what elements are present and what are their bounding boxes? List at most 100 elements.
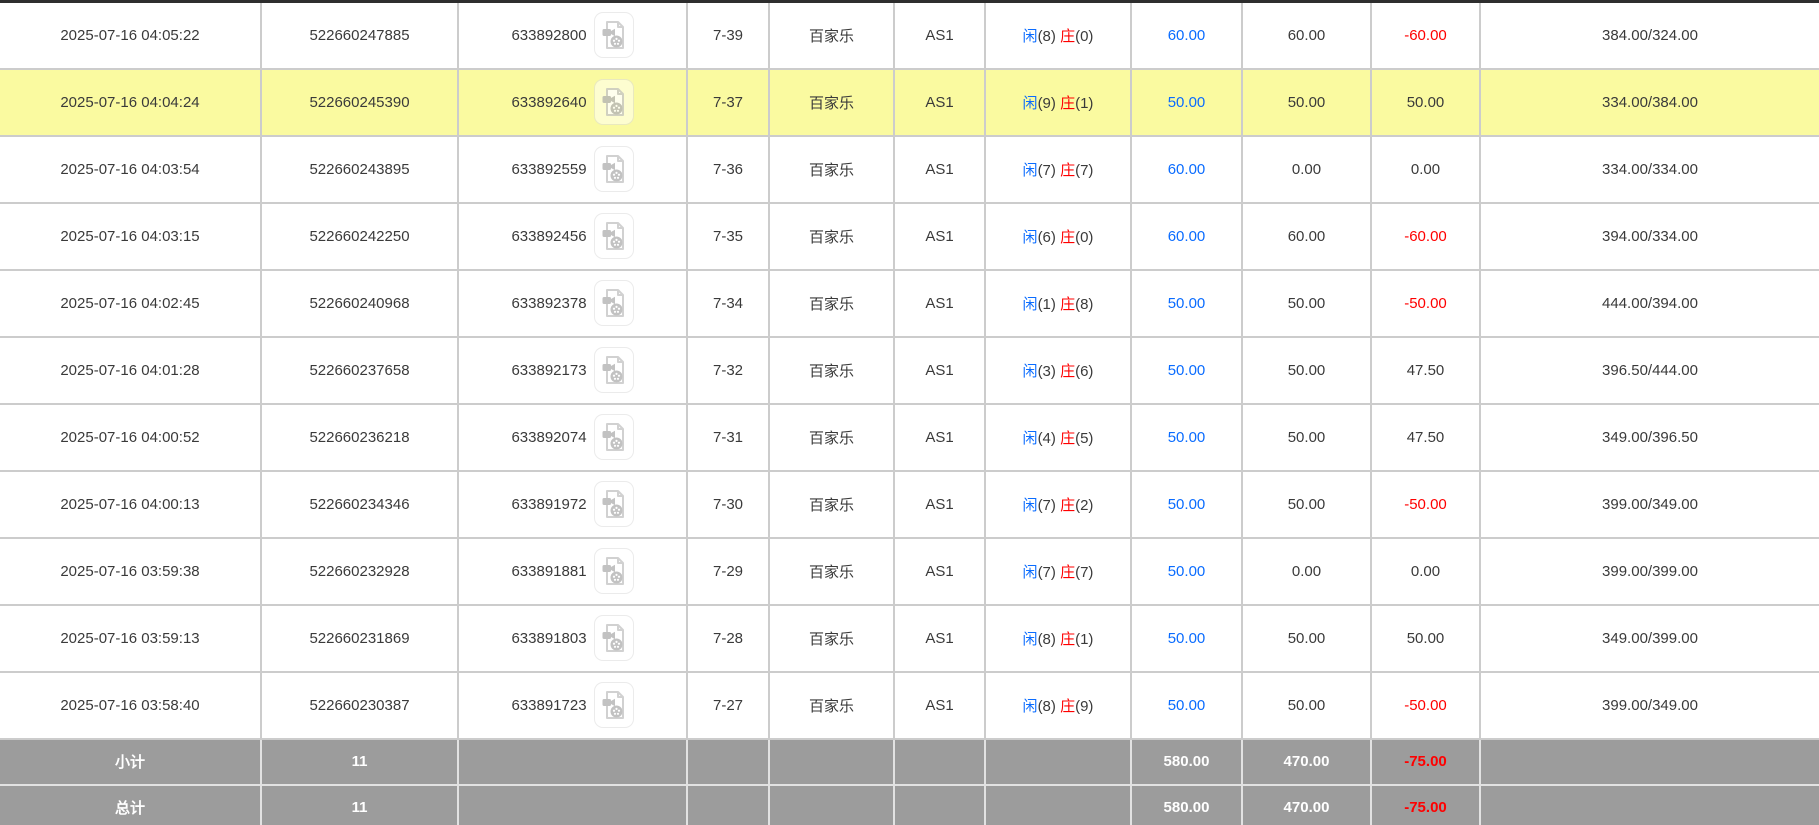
table-name: AS1 xyxy=(893,335,986,405)
valid-bet-amount: 0.00 xyxy=(1241,536,1372,606)
game-number: 633892456 xyxy=(511,227,587,245)
order-number: 522660242250 xyxy=(260,201,459,271)
player-result-label: 闲 xyxy=(1022,697,1038,715)
table-name: AS1 xyxy=(893,402,986,472)
banker-result-label: 庄 xyxy=(1060,697,1076,715)
bet-amount-link[interactable]: 60.00 xyxy=(1130,201,1243,271)
video-replay-button[interactable] xyxy=(593,682,634,728)
balance: 399.00/399.00 xyxy=(1479,536,1819,606)
game-type: 百家乐 xyxy=(768,603,895,673)
round-number: 7-39 xyxy=(686,0,770,70)
empty-cell xyxy=(984,783,1132,825)
bet-amount-link[interactable]: 50.00 xyxy=(1130,268,1243,338)
player-result-label: 闲 xyxy=(1022,630,1038,648)
order-number: 522660240968 xyxy=(260,268,459,338)
subtotal-bet: 580.00 xyxy=(1130,737,1243,786)
bet-amount-link[interactable]: 50.00 xyxy=(1130,402,1243,472)
order-number: 522660245390 xyxy=(260,67,459,137)
player-result-label: 闲 xyxy=(1022,496,1038,514)
game-type: 百家乐 xyxy=(768,0,895,70)
player-result-label: 闲 xyxy=(1022,161,1038,179)
valid-bet-amount: 50.00 xyxy=(1241,670,1372,740)
banker-result-points: (7) xyxy=(1075,563,1094,581)
bet-time: 2025-07-16 04:02:45 xyxy=(0,268,262,338)
player-result-points: (4) xyxy=(1037,429,1056,447)
bet-amount-link[interactable]: 50.00 xyxy=(1130,603,1243,673)
game-number: 633891881 xyxy=(511,562,587,580)
player-result-points: (8) xyxy=(1037,27,1056,45)
video-replay-button[interactable] xyxy=(593,213,634,259)
bet-time: 2025-07-16 04:01:28 xyxy=(0,335,262,405)
banker-result-points: (0) xyxy=(1075,27,1094,45)
player-result-label: 闲 xyxy=(1022,362,1038,380)
valid-bet-amount: 50.00 xyxy=(1241,402,1372,472)
balance: 394.00/334.00 xyxy=(1479,201,1819,271)
bet-amount-link[interactable]: 50.00 xyxy=(1130,536,1243,606)
game-number-cell: 633892378 xyxy=(457,268,688,338)
video-icon xyxy=(602,490,624,518)
player-result-label: 闲 xyxy=(1022,429,1038,447)
game-result: 闲(8) 庄(9) xyxy=(984,670,1132,740)
table-name: AS1 xyxy=(893,201,986,271)
game-type: 百家乐 xyxy=(768,335,895,405)
record-row: 2025-07-16 04:00:52 522660236218 6338920… xyxy=(0,402,1819,472)
empty-cell xyxy=(686,783,770,825)
video-replay-button[interactable] xyxy=(593,146,634,192)
game-number: 633892074 xyxy=(511,428,587,446)
empty-cell xyxy=(893,783,986,825)
game-type: 百家乐 xyxy=(768,201,895,271)
win-loss-amount: -50.00 xyxy=(1370,469,1481,539)
bet-amount-link[interactable]: 50.00 xyxy=(1130,469,1243,539)
round-number: 7-27 xyxy=(686,670,770,740)
valid-bet-amount: 60.00 xyxy=(1241,0,1372,70)
video-icon xyxy=(602,88,624,116)
game-number-cell: 633892800 xyxy=(457,0,688,70)
win-loss-amount: -50.00 xyxy=(1370,268,1481,338)
win-loss-amount: 50.00 xyxy=(1370,603,1481,673)
record-row: 2025-07-16 04:00:13 522660234346 6338919… xyxy=(0,469,1819,539)
game-type: 百家乐 xyxy=(768,670,895,740)
video-replay-button[interactable] xyxy=(593,347,634,393)
banker-result-label: 庄 xyxy=(1060,295,1076,313)
banker-result-points: (5) xyxy=(1075,429,1094,447)
game-number: 633891972 xyxy=(511,495,587,513)
bet-time: 2025-07-16 03:59:13 xyxy=(0,603,262,673)
game-result: 闲(7) 庄(7) xyxy=(984,134,1132,204)
order-number: 522660236218 xyxy=(260,402,459,472)
balance: 399.00/349.00 xyxy=(1479,670,1819,740)
table-name: AS1 xyxy=(893,469,986,539)
table-name: AS1 xyxy=(893,134,986,204)
summary-body: 小计 11 580.00 470.00 -75.00 总计 11 580.00 … xyxy=(0,737,1819,825)
video-icon xyxy=(602,222,624,250)
order-number: 522660230387 xyxy=(260,670,459,740)
bet-amount-link[interactable]: 50.00 xyxy=(1130,335,1243,405)
player-result-points: (7) xyxy=(1037,563,1056,581)
video-replay-button[interactable] xyxy=(593,12,634,59)
record-row: 2025-07-16 04:04:24 522660245390 6338926… xyxy=(0,67,1819,137)
bet-amount-link[interactable]: 60.00 xyxy=(1130,0,1243,70)
video-replay-button[interactable] xyxy=(593,79,634,125)
banker-result-points: (0) xyxy=(1075,228,1094,246)
bet-amount-link[interactable]: 60.00 xyxy=(1130,134,1243,204)
player-result-points: (6) xyxy=(1037,228,1056,246)
round-number: 7-31 xyxy=(686,402,770,472)
bet-amount-link[interactable]: 50.00 xyxy=(1130,67,1243,137)
game-result: 闲(6) 庄(0) xyxy=(984,201,1132,271)
banker-result-points: (7) xyxy=(1075,161,1094,179)
total-valid-bet: 470.00 xyxy=(1241,783,1372,825)
win-loss-amount: -50.00 xyxy=(1370,670,1481,740)
video-replay-button[interactable] xyxy=(593,481,634,527)
video-replay-button[interactable] xyxy=(593,280,634,326)
video-replay-button[interactable] xyxy=(593,414,634,460)
bet-amount-link[interactable]: 50.00 xyxy=(1130,670,1243,740)
banker-result-points: (2) xyxy=(1075,496,1094,514)
empty-cell xyxy=(457,737,688,786)
video-replay-button[interactable] xyxy=(593,548,634,594)
banker-result-label: 庄 xyxy=(1060,563,1076,581)
bet-time: 2025-07-16 04:03:54 xyxy=(0,134,262,204)
win-loss-amount: 47.50 xyxy=(1370,335,1481,405)
video-replay-button[interactable] xyxy=(593,615,634,661)
game-number: 633892559 xyxy=(511,160,587,178)
player-result-points: (7) xyxy=(1037,161,1056,179)
empty-cell xyxy=(768,783,895,825)
